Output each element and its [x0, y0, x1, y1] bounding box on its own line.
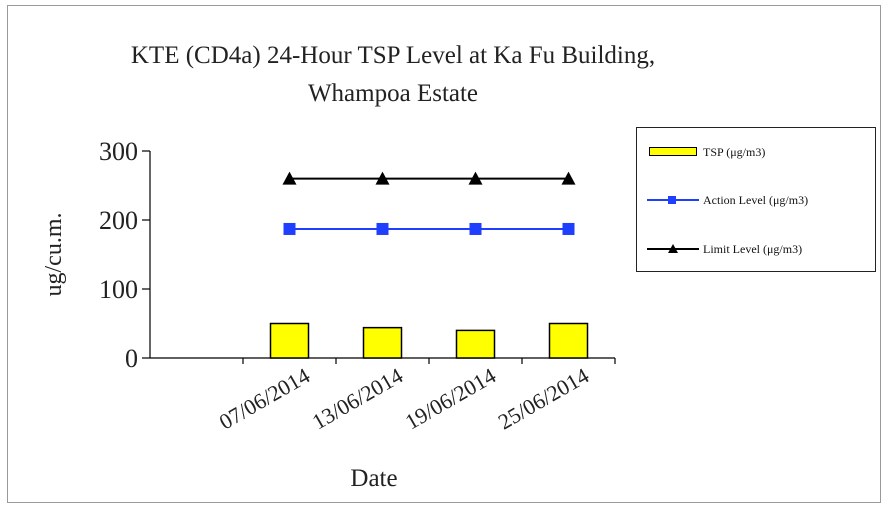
- chart-frame: KTE (CD4a) 24-Hour TSP Level at Ka Fu Bu…: [7, 5, 881, 503]
- point-square: [376, 222, 389, 235]
- chart-plot: 0 100 200 300 07/06/201413/06/201419/06/2014…: [41, 137, 616, 492]
- x-tick-label: 25/06/2014: [494, 363, 593, 435]
- y-axis-label: ug/cu.m.: [41, 213, 67, 297]
- bar: [548, 322, 589, 359]
- x-tick-label: 07/06/2014: [215, 363, 314, 435]
- y-tick-label: 200: [99, 206, 138, 235]
- x-tick-label: 13/06/2014: [308, 363, 407, 435]
- legend: TSP (μg/m3) Action Level (μg/m3) Limit L…: [636, 127, 876, 272]
- legend-swatch-square-line: [645, 190, 701, 210]
- point-square: [283, 222, 296, 235]
- bar: [362, 326, 403, 359]
- chart-title-line-1: KTE (CD4a) 24-Hour TSP Level at Ka Fu Bu…: [130, 42, 656, 69]
- point-triangle: [561, 171, 576, 185]
- point-square: [562, 222, 575, 235]
- legend-label-limit: Limit Level (μg/m3): [703, 241, 803, 256]
- y-tick-label: 100: [99, 275, 138, 304]
- y-tick-label: 0: [125, 344, 138, 373]
- legend-item-limit: Limit Level (μg/m3): [645, 239, 802, 259]
- point-triangle: [375, 171, 390, 185]
- chart-title-line-2: Whampoa Estate: [307, 80, 479, 107]
- legend-swatch-triangle-line: [645, 239, 701, 259]
- legend-item-action: Action Level (μg/m3): [645, 190, 808, 210]
- legend-swatch-bar: [645, 142, 701, 162]
- legend-item-tsp: TSP (μg/m3): [645, 142, 765, 162]
- y-tick-label: 300: [99, 137, 138, 166]
- bar: [269, 322, 310, 359]
- point-triangle: [282, 171, 297, 185]
- bar: [455, 329, 496, 359]
- point-triangle: [468, 171, 483, 185]
- point-square: [469, 222, 482, 235]
- x-axis-label: Date: [350, 465, 397, 492]
- legend-label-action: Action Level (μg/m3): [703, 192, 809, 207]
- legend-label-tsp: TSP (μg/m3): [703, 144, 766, 159]
- x-tick-label: 19/06/2014: [401, 363, 500, 435]
